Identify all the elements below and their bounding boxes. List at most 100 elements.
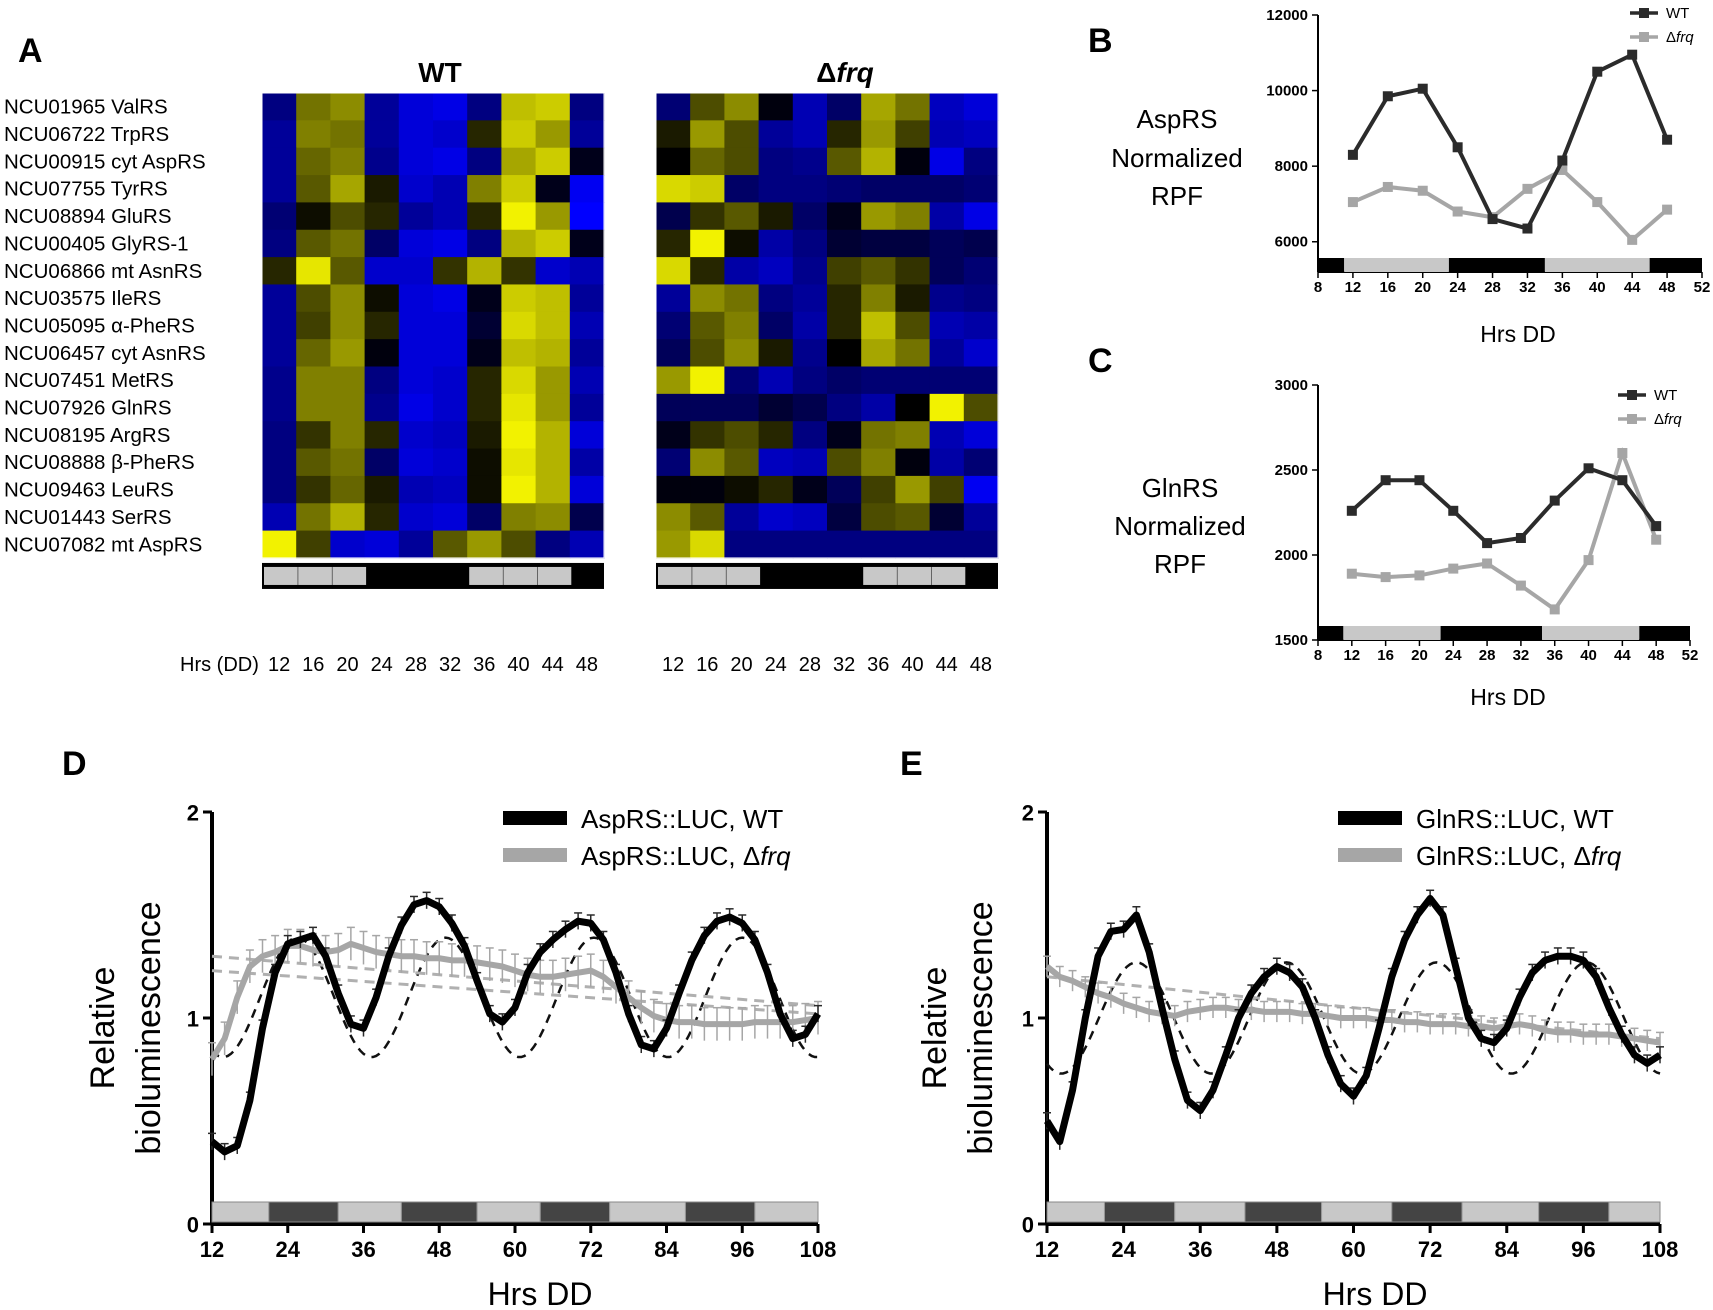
x-tick-label: 32 bbox=[1519, 279, 1536, 296]
heatmap-cell bbox=[330, 175, 366, 203]
heatmap-x-tick: 48 bbox=[970, 654, 992, 676]
heatmap-cell bbox=[535, 530, 571, 559]
heatmap-cell bbox=[690, 448, 725, 477]
heatmap-cell bbox=[929, 393, 965, 422]
heatmap-cell bbox=[501, 421, 537, 450]
series-line-dfrq bbox=[1351, 446, 1659, 613]
heatmap-cell bbox=[861, 421, 896, 450]
heatmap-cell bbox=[433, 448, 468, 477]
heatmap-cell bbox=[963, 311, 999, 340]
heatmap-cell bbox=[501, 229, 537, 258]
heatmap-x-tick: 44 bbox=[936, 654, 958, 676]
heatmap-cell bbox=[262, 475, 297, 504]
data-point-dfrq bbox=[1583, 555, 1594, 566]
light-bar-day bbox=[211, 1201, 270, 1223]
x-tick-label: 84 bbox=[1495, 1237, 1520, 1262]
panel-d-xlabel: Hrs DD bbox=[488, 1276, 593, 1310]
data-point-dfrq bbox=[1592, 197, 1603, 208]
x-tick-label: 20 bbox=[1411, 647, 1428, 664]
heatmap-cell bbox=[895, 530, 931, 559]
heatmap-cell bbox=[895, 202, 931, 231]
heatmap-cell bbox=[262, 202, 297, 231]
light-bar-night bbox=[539, 1201, 611, 1223]
heatmap-cell bbox=[827, 93, 862, 121]
heatmap-cell bbox=[929, 175, 965, 203]
x-tick-label: 24 bbox=[1445, 647, 1462, 664]
heatmap-cell bbox=[569, 311, 605, 340]
panel-c-plot-area: 8 12 16 20 24 28 32 36 40 44 48 52 1500 2000 2500 3000 W… bbox=[1275, 377, 1699, 664]
heatmap-cell bbox=[262, 530, 297, 559]
heatmap-cell bbox=[758, 147, 794, 176]
heatmap-cell bbox=[330, 448, 366, 477]
gene-label: NCU07755 TyrRS bbox=[4, 178, 168, 201]
heatmap-cell bbox=[758, 229, 794, 258]
data-point-dfrq bbox=[1347, 197, 1358, 208]
heatmap-cell bbox=[724, 229, 760, 258]
heatmap-cell bbox=[467, 147, 502, 176]
heatmap-cell bbox=[501, 93, 537, 121]
heatmap-cell bbox=[929, 93, 965, 121]
heatmap-cell bbox=[929, 257, 965, 286]
heatmap-cell bbox=[656, 421, 691, 450]
heatmap-cell bbox=[758, 284, 794, 313]
heatmap-cell bbox=[861, 503, 896, 532]
light-bar-day-segment bbox=[537, 566, 572, 585]
heatmap-cell bbox=[501, 448, 537, 477]
heatmap-cell bbox=[724, 475, 760, 504]
legend-swatch bbox=[503, 811, 567, 825]
heatmap-cell bbox=[535, 257, 571, 286]
legend-swatch-marker bbox=[1627, 414, 1637, 424]
heatmap-cell bbox=[398, 421, 434, 450]
data-point-wt bbox=[1382, 91, 1393, 102]
series-line-dfrq bbox=[209, 940, 819, 1061]
heatmap-cell bbox=[792, 503, 828, 532]
gene-label: NCU05095 α-PheRS bbox=[4, 314, 195, 337]
heatmap-cell bbox=[690, 93, 725, 121]
heatmap-cell bbox=[758, 366, 794, 395]
heatmap-cell bbox=[398, 530, 434, 559]
x-tick-label: 60 bbox=[503, 1237, 527, 1262]
heatmap-cell bbox=[861, 257, 896, 286]
heatmap-cell bbox=[569, 393, 605, 422]
x-tick-label: 16 bbox=[1377, 647, 1394, 664]
heatmap-cell bbox=[827, 530, 862, 559]
x-tick-label: 52 bbox=[1694, 279, 1711, 296]
heatmap-cell bbox=[569, 448, 605, 477]
heatmap-cell bbox=[467, 421, 502, 450]
light-bar-night bbox=[268, 1201, 339, 1223]
heatmap-cell bbox=[929, 366, 965, 395]
heatmap-cell bbox=[398, 175, 434, 203]
light-bar-day-segment bbox=[264, 566, 298, 585]
heatmap-cell bbox=[656, 229, 691, 258]
legend-label-wt: GlnRS::LUC, WT bbox=[1416, 804, 1614, 834]
x-tick-label: 24 bbox=[1111, 1237, 1136, 1262]
data-point-dfrq bbox=[1651, 534, 1662, 545]
heatmap-cell bbox=[296, 448, 331, 477]
light-bar-day-segment bbox=[692, 566, 726, 585]
heatmap-x-tick: 12 bbox=[268, 654, 290, 676]
legend-label-delta: Δ bbox=[1654, 411, 1664, 428]
heatmap-cell bbox=[690, 366, 725, 395]
x-tick-label: 12 bbox=[1035, 1237, 1059, 1262]
data-point-wt bbox=[1592, 66, 1603, 77]
series-line-dfrq bbox=[1352, 167, 1669, 243]
y-tick-label: 2500 bbox=[1275, 462, 1308, 479]
heatmap-cell bbox=[963, 147, 999, 176]
heatmap-cell bbox=[690, 393, 725, 422]
heatmap-cell bbox=[569, 339, 605, 368]
heatmap-cell bbox=[929, 530, 965, 559]
heatmap-cell bbox=[792, 448, 828, 477]
heatmap-cell bbox=[433, 257, 468, 286]
panel-c-ylabel-2: Normalized bbox=[1114, 511, 1246, 541]
heatmap-cell bbox=[758, 257, 794, 286]
panel-d-ylabel-2: bioluminescence bbox=[130, 901, 168, 1154]
heatmap-cell bbox=[895, 257, 931, 286]
heatmap-cell bbox=[535, 202, 571, 231]
heatmap-cell bbox=[724, 448, 760, 477]
heatmap-cell bbox=[262, 503, 297, 532]
gene-label: NCU08894 GluRS bbox=[4, 205, 172, 228]
data-point-wt bbox=[1482, 538, 1493, 549]
data-point-wt bbox=[1347, 149, 1358, 160]
